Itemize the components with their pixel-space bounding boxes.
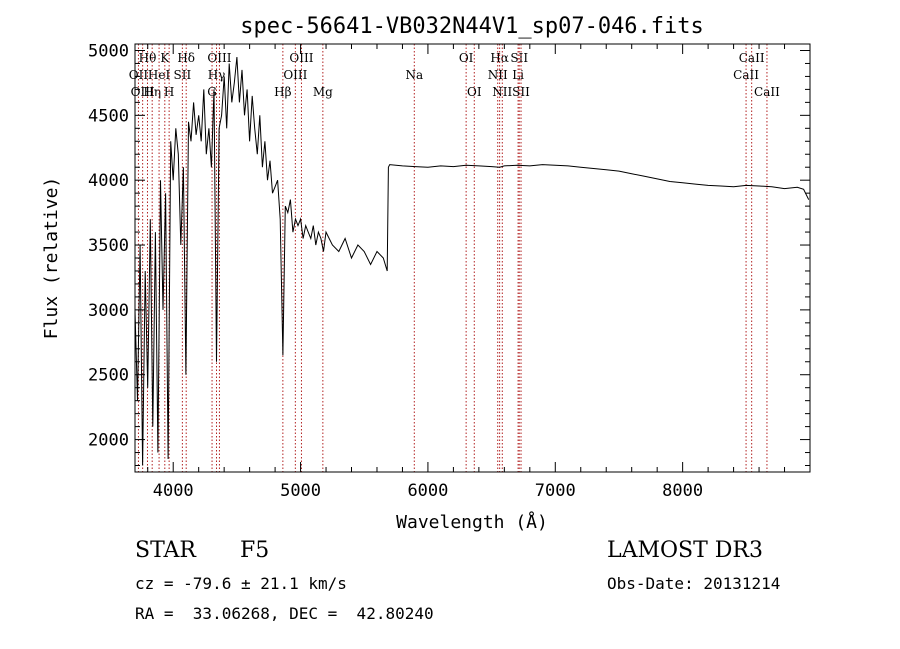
spectral-line-label: Hη	[143, 85, 161, 99]
spectral-line-label: OIII	[207, 51, 231, 65]
redshift-cz: cz = -79.6 ± 21.1 km/s	[135, 574, 347, 593]
spectral-line-label: G	[207, 85, 217, 99]
spectral-line-label: OI	[467, 85, 482, 99]
y-tick-label: 4500	[88, 106, 129, 126]
axes-layer: 4000 5000 6000 7000 8000 2000 2500 3000 3500 4000…	[88, 41, 810, 501]
spectral-line-label: HeI	[148, 68, 171, 82]
y-tick-label: 3500	[88, 236, 129, 256]
spectral-line-label: Mg	[313, 85, 333, 99]
spectral-line-label: OII	[129, 68, 149, 82]
ra-dec-coordinates: RA = 33.06268, DEC = 42.80240	[135, 604, 434, 623]
spectral-line-label: K	[160, 51, 170, 65]
y-axis-label: Flux (relative)	[41, 177, 62, 340]
spectral-line-label: OIII	[289, 51, 313, 65]
object-subclass: F5	[240, 538, 270, 563]
spectral-line-label: Hγ	[208, 68, 226, 82]
x-axis-label: Wavelength (Å)	[396, 511, 548, 533]
survey-name: LAMOST DR3	[607, 538, 763, 563]
spectral-line-label: OIII	[283, 68, 307, 82]
object-class: STAR	[135, 538, 196, 563]
x-tick-label: 6000	[407, 481, 448, 501]
spectral-line-label: OI	[459, 51, 474, 65]
spectral-line-label: SII	[510, 51, 528, 65]
x-tick-label: 4000	[153, 481, 194, 501]
chart-title: spec-56641-VB032N44V1_sp07-046.fits	[240, 14, 704, 39]
observation-date: Obs-Date: 20131214	[607, 574, 781, 593]
spectral-line-label: H	[164, 85, 174, 99]
spectral-line-label: Hδ	[177, 51, 195, 65]
y-tick-label: 4000	[88, 171, 129, 191]
x-tick-label: 5000	[280, 481, 321, 501]
spectral-line-label: CaII	[739, 51, 765, 65]
y-tick-label: 3000	[88, 301, 129, 321]
spectral-line-label: NII	[492, 85, 512, 99]
x-tick-label: 8000	[662, 481, 703, 501]
spectral-line-label: Na	[405, 68, 423, 82]
spectral-line-label: CaII	[733, 68, 759, 82]
spectral-line-label: NII	[488, 68, 508, 82]
plot-frame	[134, 43, 811, 473]
y-tick-label: 2500	[88, 366, 129, 386]
spectral-line-label: OIII	[131, 85, 155, 99]
spectrum-layer	[134, 56, 810, 466]
spectral-line-label: Li	[512, 68, 524, 82]
spectral-line-label: Hθ	[139, 51, 157, 65]
y-tick-label: 2000	[88, 431, 129, 451]
spectral-line-label: CaII	[754, 85, 780, 99]
y-tick-label: 5000	[88, 41, 129, 61]
x-tick-label: 7000	[535, 481, 576, 501]
spectral-line-label: SII	[174, 68, 192, 82]
spectral-line-label: Hα	[490, 51, 509, 65]
spectral-line-label: Hβ	[274, 85, 291, 99]
spectral-line-label: SII	[512, 85, 530, 99]
spectrum-flux-line	[134, 56, 810, 466]
